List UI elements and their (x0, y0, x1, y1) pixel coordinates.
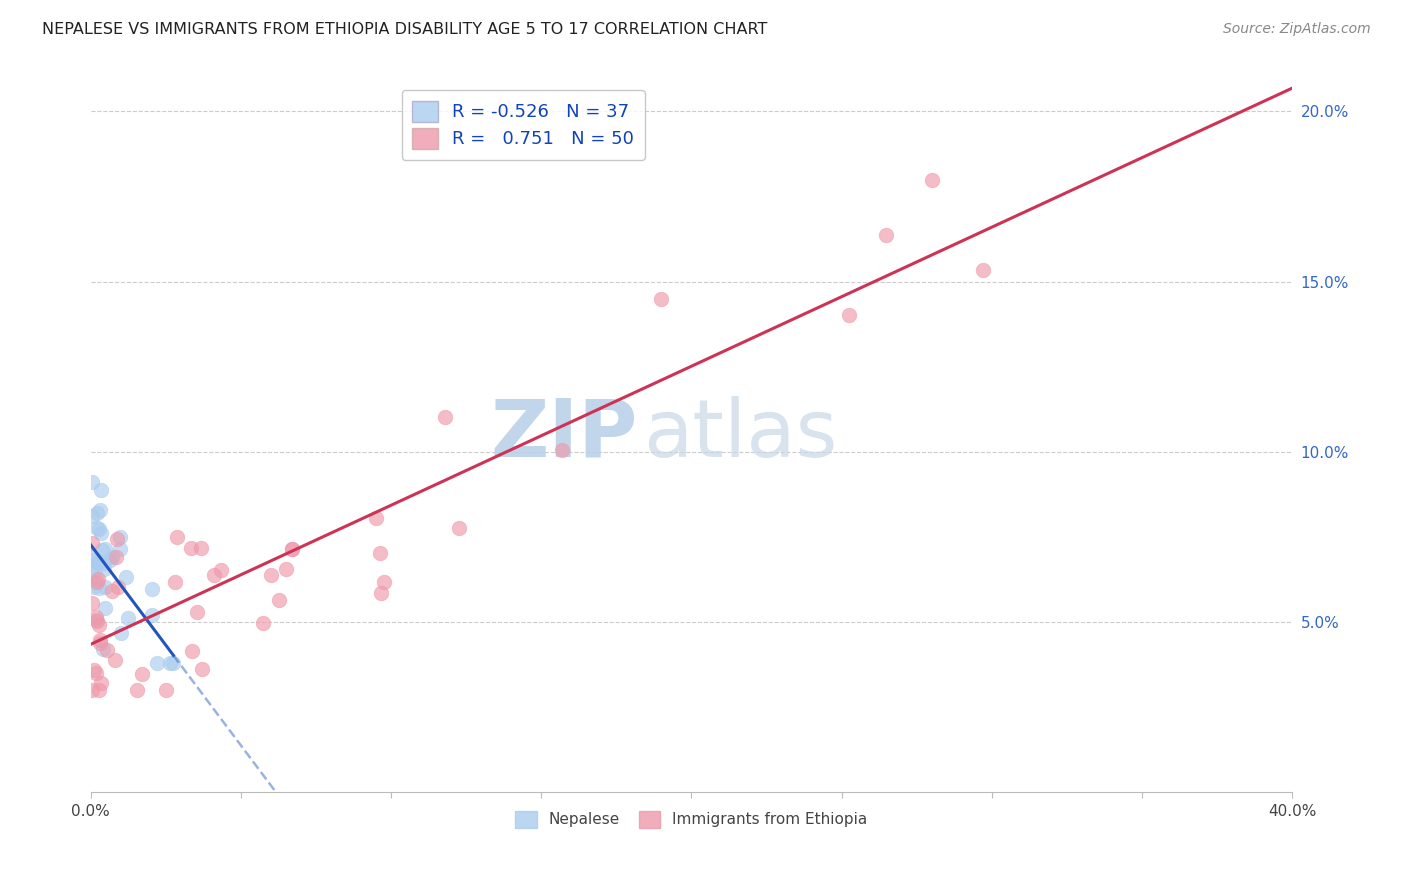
Point (87, 617, 110, 632)
Point (108, 530, 131, 544)
Text: ZIP: ZIP (491, 396, 637, 474)
Point (281, 541, 304, 556)
Point (838, 308, 860, 322)
Point (86, 521, 108, 535)
Point (141, 607, 163, 622)
Point (110, 626, 132, 640)
Point (94, 601, 117, 615)
Point (209, 564, 232, 578)
Point (80, 536, 103, 550)
Point (89, 636, 111, 650)
Point (368, 546, 391, 560)
Point (83, 553, 105, 567)
Point (155, 682, 177, 697)
Point (96, 643, 118, 657)
Point (86, 613, 108, 627)
Point (281, 542, 304, 557)
Point (146, 656, 169, 670)
Point (107, 580, 129, 594)
Point (190, 541, 212, 555)
Point (84, 610, 107, 624)
Point (366, 511, 388, 525)
Point (921, 172, 943, 186)
Point (105, 550, 128, 565)
Point (86, 506, 108, 520)
Point (141, 582, 163, 597)
Point (433, 410, 456, 425)
Point (252, 615, 274, 630)
Point (127, 682, 149, 697)
Point (87, 572, 110, 586)
Point (276, 562, 298, 576)
Point (84, 666, 107, 681)
Point (80, 508, 103, 523)
Point (83, 575, 105, 590)
Point (80, 549, 103, 563)
Point (87, 556, 110, 570)
Point (101, 550, 124, 565)
Point (80, 682, 103, 697)
Point (93, 562, 115, 576)
Text: NEPALESE VS IMMIGRANTS FROM ETHIOPIA DISABILITY AGE 5 TO 17 CORRELATION CHART: NEPALESE VS IMMIGRANTS FROM ETHIOPIA DIS… (42, 22, 768, 37)
Point (87, 522, 110, 536)
Point (93, 557, 115, 571)
Point (165, 574, 187, 589)
Point (90, 676, 112, 690)
Point (259, 567, 281, 582)
Text: atlas: atlas (644, 396, 838, 474)
Point (875, 228, 897, 243)
Point (114, 570, 136, 584)
Point (90, 483, 112, 497)
Point (373, 574, 395, 589)
Point (89, 632, 111, 647)
Point (80, 560, 103, 574)
Point (105, 532, 128, 546)
Point (98, 553, 121, 567)
Point (80, 475, 103, 489)
Point (90, 525, 112, 540)
Point (190, 662, 212, 676)
Point (202, 567, 225, 582)
Point (110, 542, 132, 557)
Point (180, 644, 202, 658)
Point (104, 652, 127, 666)
Point (162, 656, 184, 670)
Point (91, 542, 114, 557)
Point (267, 592, 290, 607)
Point (972, 263, 994, 277)
Point (94, 580, 117, 594)
Text: Source: ZipAtlas.com: Source: ZipAtlas.com (1223, 22, 1371, 37)
Point (370, 586, 392, 600)
Point (551, 443, 574, 458)
Point (131, 667, 153, 681)
Point (447, 521, 470, 535)
Point (87, 682, 110, 697)
Legend: Nepalese, Immigrants from Ethiopia: Nepalese, Immigrants from Ethiopia (509, 805, 873, 834)
Point (86, 574, 108, 589)
Point (83, 663, 105, 677)
Point (650, 292, 672, 306)
Point (179, 541, 201, 555)
Point (84, 563, 107, 577)
Point (186, 606, 208, 620)
Point (87, 582, 110, 596)
Point (159, 656, 181, 670)
Point (166, 530, 188, 544)
Point (82, 596, 104, 610)
Point (86, 614, 108, 628)
Point (101, 584, 124, 599)
Point (87, 555, 110, 569)
Point (93, 541, 115, 556)
Point (91, 642, 114, 657)
Point (89, 503, 111, 517)
Point (117, 611, 139, 625)
Point (83, 580, 105, 594)
